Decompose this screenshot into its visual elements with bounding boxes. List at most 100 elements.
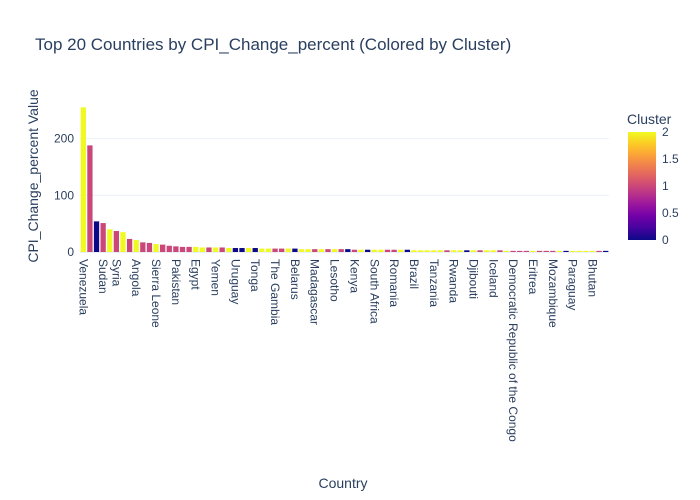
bar[interactable] bbox=[503, 250, 510, 252]
bar[interactable] bbox=[232, 248, 239, 252]
bar[interactable] bbox=[80, 107, 86, 252]
bar[interactable] bbox=[569, 250, 576, 252]
bar[interactable] bbox=[536, 250, 543, 252]
bar[interactable] bbox=[206, 247, 212, 252]
bar[interactable] bbox=[292, 248, 298, 252]
bar[interactable] bbox=[358, 249, 364, 252]
bar[interactable] bbox=[305, 249, 311, 252]
bar[interactable] bbox=[239, 248, 245, 252]
bar[interactable] bbox=[245, 248, 252, 252]
bar[interactable] bbox=[431, 250, 437, 252]
bar[interactable] bbox=[219, 247, 225, 252]
bar[interactable] bbox=[312, 249, 318, 252]
x-tick-label: Iceland bbox=[486, 259, 500, 298]
bar[interactable] bbox=[265, 248, 272, 252]
bar[interactable] bbox=[113, 231, 120, 252]
bar[interactable] bbox=[146, 242, 153, 252]
bar[interactable] bbox=[186, 246, 192, 252]
x-tick-label: Tonga bbox=[248, 259, 262, 292]
x-tick-label: Madagascar bbox=[308, 259, 322, 325]
bar[interactable] bbox=[345, 249, 351, 252]
bar[interactable] bbox=[166, 245, 172, 252]
colorbar-title: Cluster bbox=[627, 111, 672, 127]
bar[interactable] bbox=[371, 249, 377, 252]
bar[interactable] bbox=[364, 249, 371, 252]
bar[interactable] bbox=[126, 238, 133, 252]
bar[interactable] bbox=[391, 249, 397, 252]
x-tick-label: Sudan bbox=[96, 259, 110, 294]
bar[interactable] bbox=[193, 246, 199, 252]
bar[interactable] bbox=[437, 250, 444, 252]
bar[interactable] bbox=[272, 248, 278, 252]
bar[interactable] bbox=[285, 248, 291, 252]
bar[interactable] bbox=[325, 249, 331, 252]
bar[interactable] bbox=[477, 250, 483, 252]
bar[interactable] bbox=[173, 246, 179, 252]
x-tick-label: Romania bbox=[387, 259, 401, 307]
bar[interactable] bbox=[331, 249, 338, 252]
bar[interactable] bbox=[603, 250, 609, 252]
grid-lines bbox=[80, 138, 609, 253]
bar[interactable] bbox=[153, 244, 159, 252]
bar[interactable] bbox=[424, 250, 430, 252]
bar[interactable] bbox=[93, 221, 100, 252]
x-tick-label: Eritrea bbox=[526, 259, 540, 295]
bar[interactable] bbox=[212, 247, 219, 252]
bar[interactable] bbox=[497, 250, 503, 252]
x-tick-label: Syria bbox=[109, 259, 123, 287]
bar[interactable] bbox=[384, 249, 391, 252]
bar[interactable] bbox=[510, 250, 516, 252]
bar[interactable] bbox=[484, 250, 490, 252]
bar[interactable] bbox=[464, 250, 470, 252]
bar[interactable] bbox=[583, 250, 589, 252]
bar[interactable] bbox=[107, 229, 113, 252]
x-tick-label: Bhutan bbox=[585, 259, 599, 297]
bar[interactable] bbox=[199, 247, 205, 252]
bar[interactable] bbox=[563, 250, 569, 252]
bar[interactable] bbox=[298, 249, 305, 252]
bar[interactable] bbox=[417, 250, 424, 252]
bar[interactable] bbox=[318, 249, 325, 252]
bar[interactable] bbox=[404, 249, 410, 252]
colorbar-ticks: 0 0.5 1 1.5 2 bbox=[662, 125, 679, 247]
x-tick-label: Yemen bbox=[209, 259, 223, 296]
x-tick-label: Belarus bbox=[288, 259, 302, 300]
bar[interactable] bbox=[120, 232, 126, 252]
bar[interactable] bbox=[596, 250, 602, 252]
bar[interactable] bbox=[226, 248, 232, 252]
bar[interactable] bbox=[279, 248, 285, 252]
bar[interactable] bbox=[411, 250, 417, 252]
bars-group bbox=[80, 107, 609, 252]
bar[interactable] bbox=[259, 248, 265, 252]
bar[interactable] bbox=[523, 250, 529, 252]
bar[interactable] bbox=[398, 249, 404, 252]
colorbar-tick-label: 2 bbox=[662, 125, 669, 139]
bar[interactable] bbox=[450, 250, 457, 252]
bar[interactable] bbox=[457, 250, 463, 252]
bar[interactable] bbox=[378, 249, 384, 252]
bar[interactable] bbox=[351, 249, 358, 252]
bar[interactable] bbox=[252, 248, 258, 252]
bar[interactable] bbox=[140, 242, 146, 252]
bar[interactable] bbox=[87, 145, 93, 252]
bar[interactable] bbox=[338, 249, 344, 252]
bar[interactable] bbox=[160, 244, 166, 252]
bar[interactable] bbox=[530, 250, 536, 252]
bar[interactable] bbox=[576, 250, 582, 252]
bar[interactable] bbox=[589, 250, 596, 252]
bar[interactable] bbox=[470, 250, 477, 252]
bar[interactable] bbox=[179, 246, 186, 252]
bar[interactable] bbox=[444, 250, 450, 252]
bar[interactable] bbox=[490, 250, 496, 252]
x-tick-label: Egypt bbox=[189, 259, 203, 290]
bar[interactable] bbox=[133, 240, 139, 252]
bar[interactable] bbox=[556, 250, 563, 252]
x-tick-label: Brazil bbox=[407, 259, 421, 289]
x-tick-label: Uruguay bbox=[228, 259, 242, 304]
bar[interactable] bbox=[100, 223, 106, 252]
bar[interactable] bbox=[550, 250, 556, 252]
x-tick-label: Venezuela bbox=[76, 259, 90, 315]
bar[interactable] bbox=[517, 250, 523, 252]
bar[interactable] bbox=[543, 250, 549, 252]
